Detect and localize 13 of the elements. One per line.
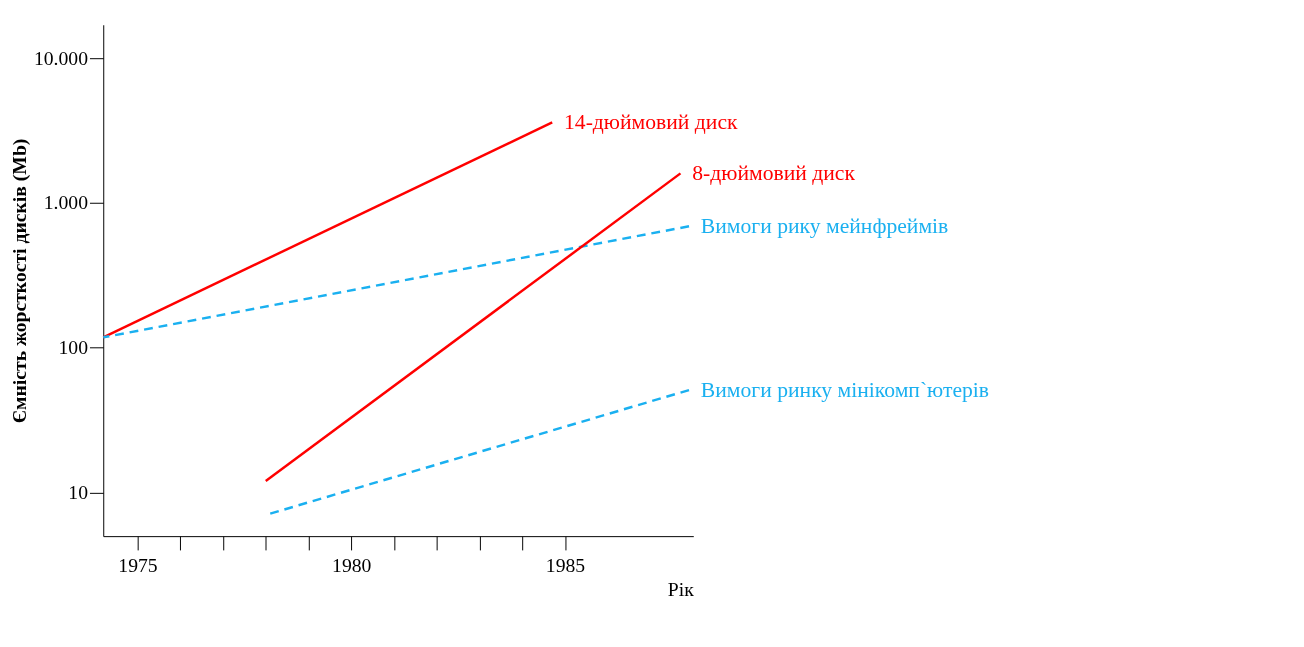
x-tick-label: 1975 [118, 554, 158, 577]
series-label: Вимоги рику мейнфреймів [700, 214, 949, 239]
x-tick-label: 1980 [332, 554, 372, 577]
x-tick-label: 1985 [545, 554, 586, 577]
y-tick-label: 100 [58, 336, 89, 359]
y-tick-label: 10.000 [33, 46, 89, 69]
series-label: 8-дюймовий диск [692, 161, 856, 186]
y-tick-label: 1.000 [43, 191, 89, 214]
series-label: Вимоги ринку мінікомп`ютерів [700, 377, 990, 402]
series-label: 14-дюймовий диск [564, 110, 738, 135]
y-axis-title: Ємність жорсткості дисків (Mb) [8, 138, 32, 424]
x-axis-title: Рік [667, 577, 695, 600]
y-tick-label: 10 [68, 480, 89, 503]
